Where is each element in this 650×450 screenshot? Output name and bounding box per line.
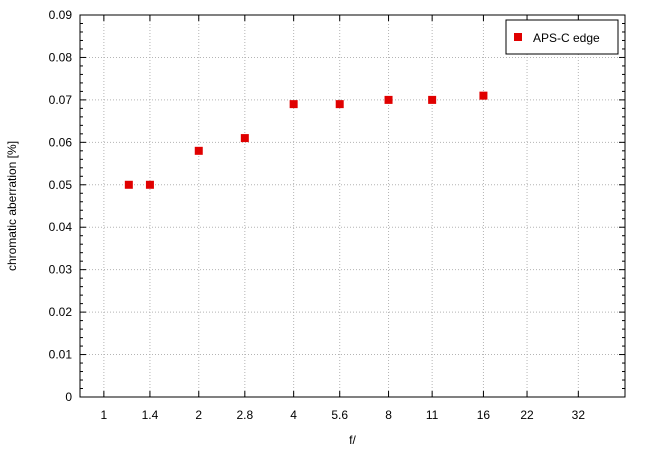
y-tick-label: 0.04: [49, 220, 73, 234]
data-point: [145, 180, 154, 189]
data-point: [384, 95, 393, 104]
x-tick-labels: 1 1.4 2 2.8 4 5.6 8 11 16 22 32: [101, 408, 586, 422]
data-points: [124, 91, 488, 189]
x-tick-label: 32: [572, 408, 586, 422]
data-point: [479, 91, 488, 100]
data-point: [289, 100, 298, 109]
plot-frame: [79, 14, 626, 398]
x-tick-label: 2.8: [236, 408, 253, 422]
y-axis-title: chromatic aberration [%]: [5, 141, 19, 271]
x-tick-label: 5.6: [331, 408, 348, 422]
y-tick-label: 0.08: [49, 50, 73, 64]
y-tick-label: 0.07: [49, 93, 73, 107]
y-tick-label: 0: [65, 390, 72, 404]
legend-box: [505, 19, 619, 55]
x-tick-label: 8: [385, 408, 392, 422]
x-tick-label: 2: [195, 408, 202, 422]
legend: APS-C edge: [505, 19, 619, 55]
data-point: [124, 180, 133, 189]
x-tick-label: 1: [101, 408, 108, 422]
x-axis-title: f/: [349, 433, 356, 447]
y-tick-label: 0.01: [49, 348, 73, 362]
x-tick-label: 16: [477, 408, 491, 422]
data-point: [240, 134, 249, 143]
x-tick-label: 22: [520, 408, 534, 422]
y-tick-labels: 0 0.01 0.02 0.03 0.04 0.05 0.06 0.07 0.08 0.09: [49, 8, 73, 404]
data-point: [335, 100, 344, 109]
x-tick-label: 1.4: [142, 408, 159, 422]
y-tick-label: 0.05: [49, 178, 73, 192]
y-tick-label: 0.06: [49, 135, 73, 149]
y-tick-label: 0.09: [49, 8, 73, 22]
y-tick-label: 0.03: [49, 263, 73, 277]
data-point: [428, 95, 437, 104]
grid: [80, 15, 625, 397]
legend-marker: [514, 33, 522, 41]
x-tick-label: 4: [290, 408, 297, 422]
y-tick-label: 0.02: [49, 305, 73, 319]
x-tick-label: 11: [426, 408, 439, 422]
legend-label: APS-C edge: [533, 31, 600, 45]
data-point: [194, 146, 203, 155]
